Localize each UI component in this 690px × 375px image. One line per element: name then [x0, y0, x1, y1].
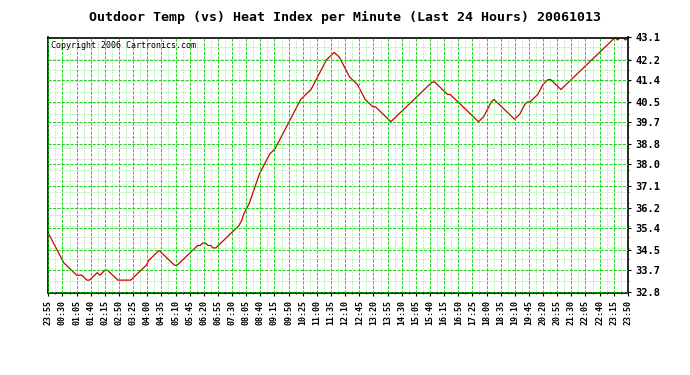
Text: Outdoor Temp (vs) Heat Index per Minute (Last 24 Hours) 20061013: Outdoor Temp (vs) Heat Index per Minute … — [89, 11, 601, 24]
Text: Copyright 2006 Cartronics.com: Copyright 2006 Cartronics.com — [51, 41, 196, 50]
